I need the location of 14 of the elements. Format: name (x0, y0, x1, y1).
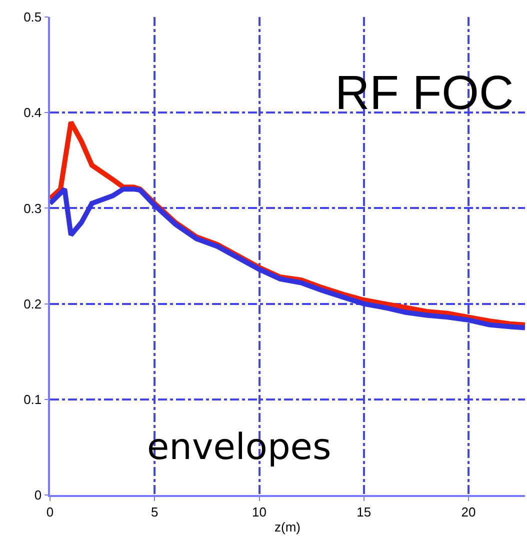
y-tick-label: 0.2 (24, 296, 42, 312)
y-tick-label: 0.5 (24, 10, 42, 25)
x-axis-title: z(m) (274, 519, 300, 534)
x-tick-label: 10 (252, 504, 266, 520)
annotation: RF FOC (335, 67, 514, 120)
y-tick-label: 0 (34, 488, 42, 503)
x-tick-label: 5 (151, 504, 158, 520)
y-tick-label: 0.1 (24, 392, 42, 407)
x-tick-label: 20 (461, 504, 476, 520)
y-tick-label: 0.4 (24, 105, 42, 120)
annotation: envelopes (147, 427, 332, 468)
y-tick-label: 0.3 (24, 200, 42, 216)
x-tick-label: 0 (46, 504, 54, 520)
x-tick-label: 15 (356, 504, 372, 520)
